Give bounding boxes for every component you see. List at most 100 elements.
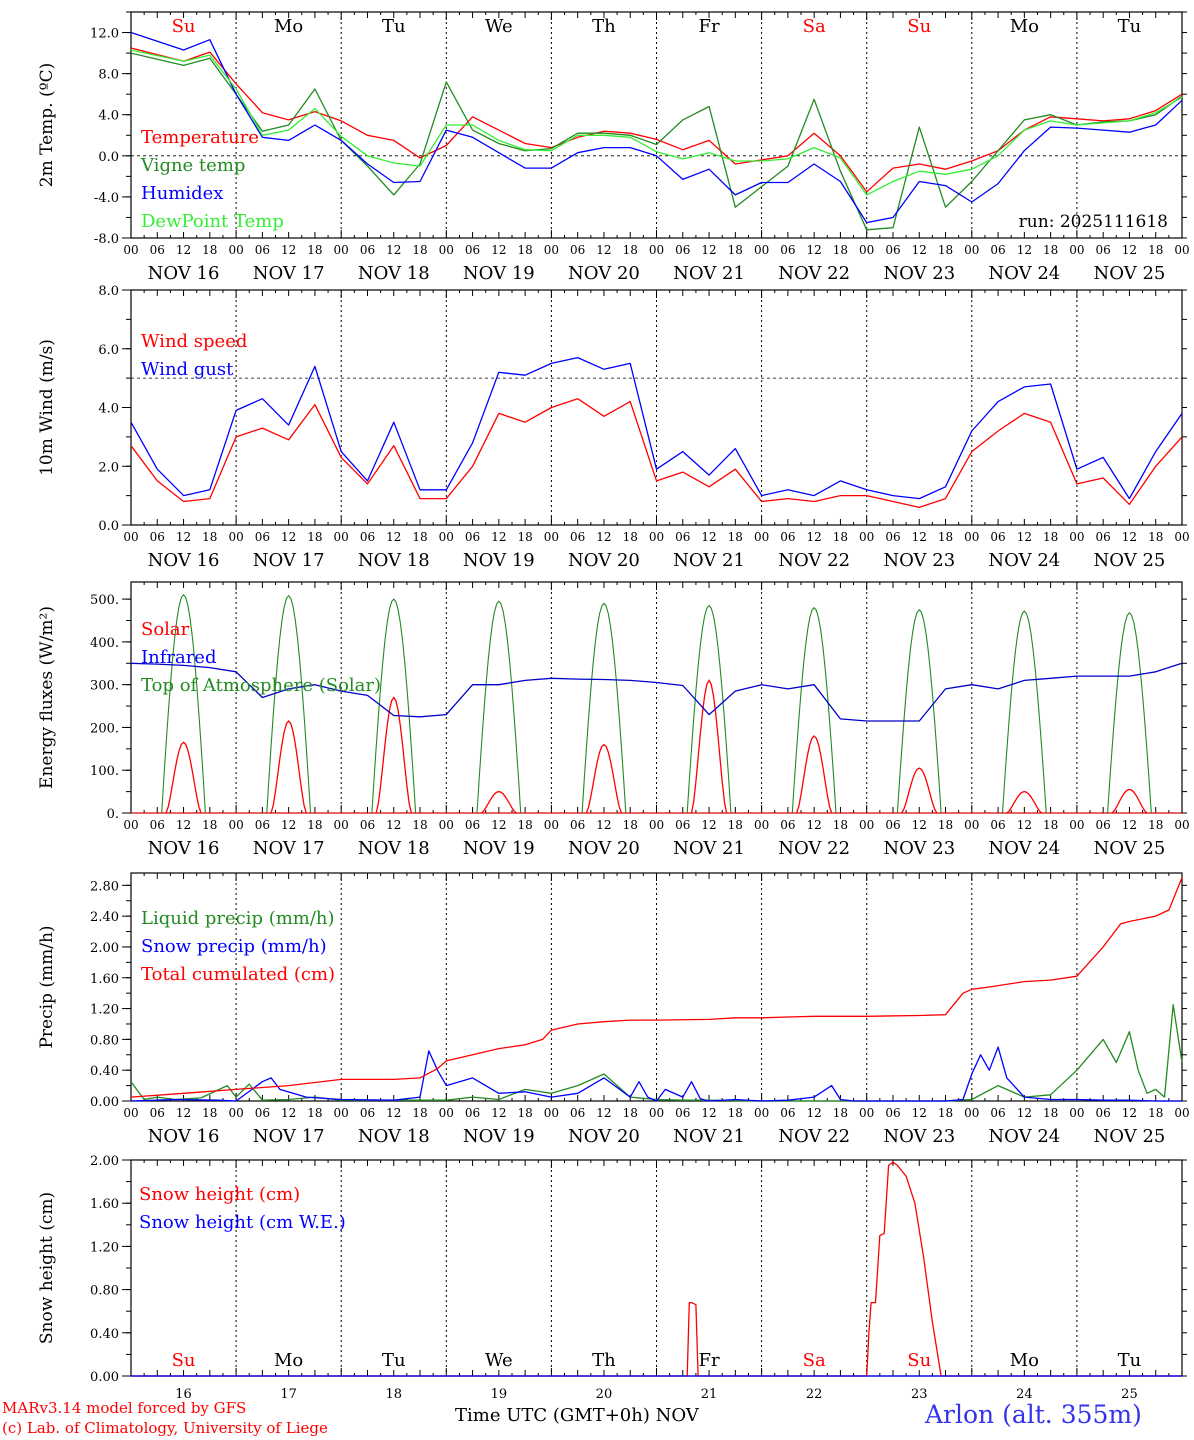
hour-tick-label: 06 — [255, 818, 270, 832]
date-label: NOV 18 — [358, 1126, 430, 1147]
date-label: NOV 17 — [253, 263, 325, 284]
hour-tick-label: 18 — [307, 243, 322, 257]
hour-tick-label: 06 — [780, 243, 795, 257]
series-line-humidex — [130, 31, 1183, 224]
hour-tick-label: 12 — [386, 530, 401, 544]
hour-tick-label: 06 — [150, 1106, 165, 1120]
hour-tick-label: 12 — [491, 1106, 506, 1120]
hour-tick-label: 12 — [701, 243, 716, 257]
hour-tick-label: 06 — [360, 243, 375, 257]
solar-day — [480, 790, 517, 814]
date-label: NOV 24 — [988, 1126, 1060, 1147]
day-letter: Tu — [1118, 1350, 1142, 1371]
legend-entry: Wind gust — [141, 359, 234, 380]
date-label: NOV 17 — [253, 838, 325, 859]
y-tick-label: 0.0 — [98, 519, 119, 534]
hour-tick-label: 18 — [728, 1106, 743, 1120]
solar-day — [1006, 790, 1043, 814]
series-line-dewpoint-temp — [130, 49, 1183, 196]
solar-day — [1111, 788, 1148, 814]
hour-tick-label: 06 — [780, 818, 795, 832]
series-line-snow-precip — [130, 1046, 1182, 1102]
date-label: NOV 19 — [463, 1126, 535, 1147]
day-letter: Tu — [382, 16, 406, 37]
date-label: NOV 17 — [253, 1126, 325, 1147]
day-letter: Su — [172, 16, 196, 37]
hour-tick-label: 18 — [1148, 818, 1163, 832]
y-tick-label: 12.0 — [90, 27, 119, 42]
day-letter: We — [485, 16, 513, 37]
legend-entry: Snow height (cm) — [139, 1184, 300, 1205]
hour-tick-label: 12 — [1122, 243, 1137, 257]
date-label: NOV 21 — [673, 838, 745, 859]
hour-tick-label: 00 — [964, 1106, 979, 1120]
y-tick-label: -4.0 — [94, 191, 119, 206]
toa-solar-day — [367, 598, 420, 814]
hour-tick-label: 06 — [150, 818, 165, 832]
hour-tick-label: 12 — [491, 818, 506, 832]
hour-tick-label: 18 — [412, 243, 427, 257]
panel-snow: 0.00 0.40 0.80 1.20 1.60 2.00 Snow height (cm)… — [37, 1154, 1187, 1402]
toa-solar-day — [577, 602, 631, 814]
hour-tick-label: 18 — [1148, 530, 1163, 544]
hour-tick-label: 00 — [1174, 818, 1189, 832]
legend-entry: Liquid precip (mm/h) — [141, 908, 335, 929]
series-line-snow-height-cm- — [131, 1161, 1182, 1377]
station-label: Arlon (alt. 355m) — [925, 1400, 1142, 1429]
y-axis-title: Snow height (cm) — [37, 1192, 57, 1344]
hour-tick-label: 12 — [807, 1106, 822, 1120]
y-tick-label: 100. — [90, 764, 119, 779]
hour-tick-label: 06 — [570, 1106, 585, 1120]
y-tick-label: 2.0 — [98, 460, 119, 475]
date-label: NOV 24 — [988, 263, 1060, 284]
panel-temp: -8.0 -4.0 0.0 4.0 8.0 12.0 2m Temp. (ºC) Temper… — [37, 11, 1190, 284]
hour-tick-label: 18 — [517, 818, 532, 832]
y-tick-label: 1.20 — [90, 1003, 119, 1018]
hour-tick-label: 12 — [176, 243, 191, 257]
legend-entry: Top of Atmosphere (Solar) — [141, 675, 381, 696]
hour-tick-label: 00 — [123, 530, 138, 544]
hour-tick-label: 00 — [859, 243, 874, 257]
y-tick-label: 0.00 — [90, 1370, 119, 1385]
hour-tick-label: 18 — [728, 530, 743, 544]
hour-tick-label: 12 — [701, 818, 716, 832]
hour-tick-label: 06 — [675, 243, 690, 257]
hour-tick-label: 18 — [938, 818, 953, 832]
hour-tick-label: 12 — [281, 1106, 296, 1120]
series-line-liquid-precip — [130, 1004, 1183, 1102]
date-label: NOV 19 — [463, 550, 535, 571]
hour-tick-label: 18 — [833, 1106, 848, 1120]
hour-tick-label: 12 — [912, 818, 927, 832]
hour-tick-label: 00 — [439, 1106, 454, 1120]
hour-tick-label: 12 — [807, 530, 822, 544]
x-axis-title: Time UTC (GMT+0h) NOV — [455, 1405, 699, 1426]
legend-entry: Vigne temp — [140, 155, 245, 176]
day-letter: Th — [592, 16, 616, 37]
hour-tick-label: 00 — [649, 530, 664, 544]
date-label: NOV 21 — [673, 550, 745, 571]
hour-tick-label: 18 — [202, 530, 217, 544]
hour-tick-label: 12 — [807, 243, 822, 257]
hour-tick-label: 00 — [964, 243, 979, 257]
y-axis-title: Precip (mm/h) — [37, 925, 57, 1048]
hour-tick-label: 00 — [228, 818, 243, 832]
date-label: NOV 22 — [778, 1126, 850, 1147]
hour-tick-label: 06 — [150, 530, 165, 544]
hour-tick-label: 18 — [1043, 1106, 1058, 1120]
y-tick-label: 0.40 — [90, 1327, 119, 1342]
hour-tick-label: 00 — [649, 818, 664, 832]
solar-day — [165, 741, 202, 814]
hour-tick-label: 00 — [439, 818, 454, 832]
hour-tick-label: 06 — [1096, 530, 1111, 544]
hour-tick-label: 12 — [1017, 530, 1032, 544]
date-label: NOV 22 — [778, 263, 850, 284]
y-axis-title: 2m Temp. (ºC) — [37, 63, 57, 188]
date-label: NOV 24 — [988, 838, 1060, 859]
solar-day — [270, 719, 307, 814]
date-label: NOV 23 — [883, 550, 955, 571]
toa-solar-day — [682, 604, 736, 814]
hour-tick-label: 06 — [885, 243, 900, 257]
hour-tick-label: 12 — [1017, 818, 1032, 832]
hour-tick-label: 00 — [1174, 1106, 1189, 1120]
